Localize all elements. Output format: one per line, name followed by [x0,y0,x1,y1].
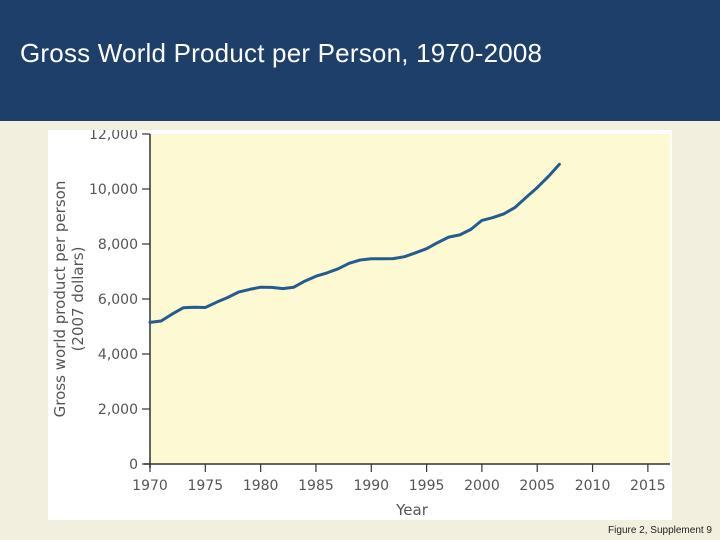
x-tick-label: 1980 [243,478,279,494]
chart-panel: Gross world product per person (2007 dol… [48,130,672,520]
plot-area [150,134,670,464]
x-tick-label: 1985 [298,478,334,494]
y-tick-label: 2,000 [98,402,138,418]
figure-caption: Figure 2, Supplement 9 [608,525,712,536]
x-tick-label: 2010 [575,478,611,494]
x-tick-label: 1990 [353,478,389,494]
x-tick-label: 1970 [132,478,168,494]
y-axis-title: Gross world product per person (2007 dol… [51,181,87,418]
x-axis-label: Year [395,501,429,519]
slide-header: Gross World Product per Person, 1970-200… [0,0,720,121]
gwp-line-chart: Gross world product per person (2007 dol… [51,130,670,519]
x-tick-label: 1995 [409,478,445,494]
y-tick-label: 6,000 [98,292,138,308]
y-tick-label: 10,000 [89,182,138,198]
y-tick-label: 4,000 [98,347,138,363]
y-axis-label: Gross world product per person [51,181,69,418]
x-tick-label: 2015 [630,478,666,494]
gwp-series-line [148,162,561,324]
x-tick-label: 1975 [187,478,223,494]
y-axis-units: (2007 dollars) [69,247,87,352]
y-tick-label: 8,000 [98,237,138,253]
x-tick-label: 2000 [464,478,500,494]
y-tick-label: 12,000 [89,130,138,143]
y-tick-label: 0 [129,457,138,473]
slide-title: Gross World Product per Person, 1970-200… [20,38,543,68]
x-tick-label: 2005 [519,478,555,494]
